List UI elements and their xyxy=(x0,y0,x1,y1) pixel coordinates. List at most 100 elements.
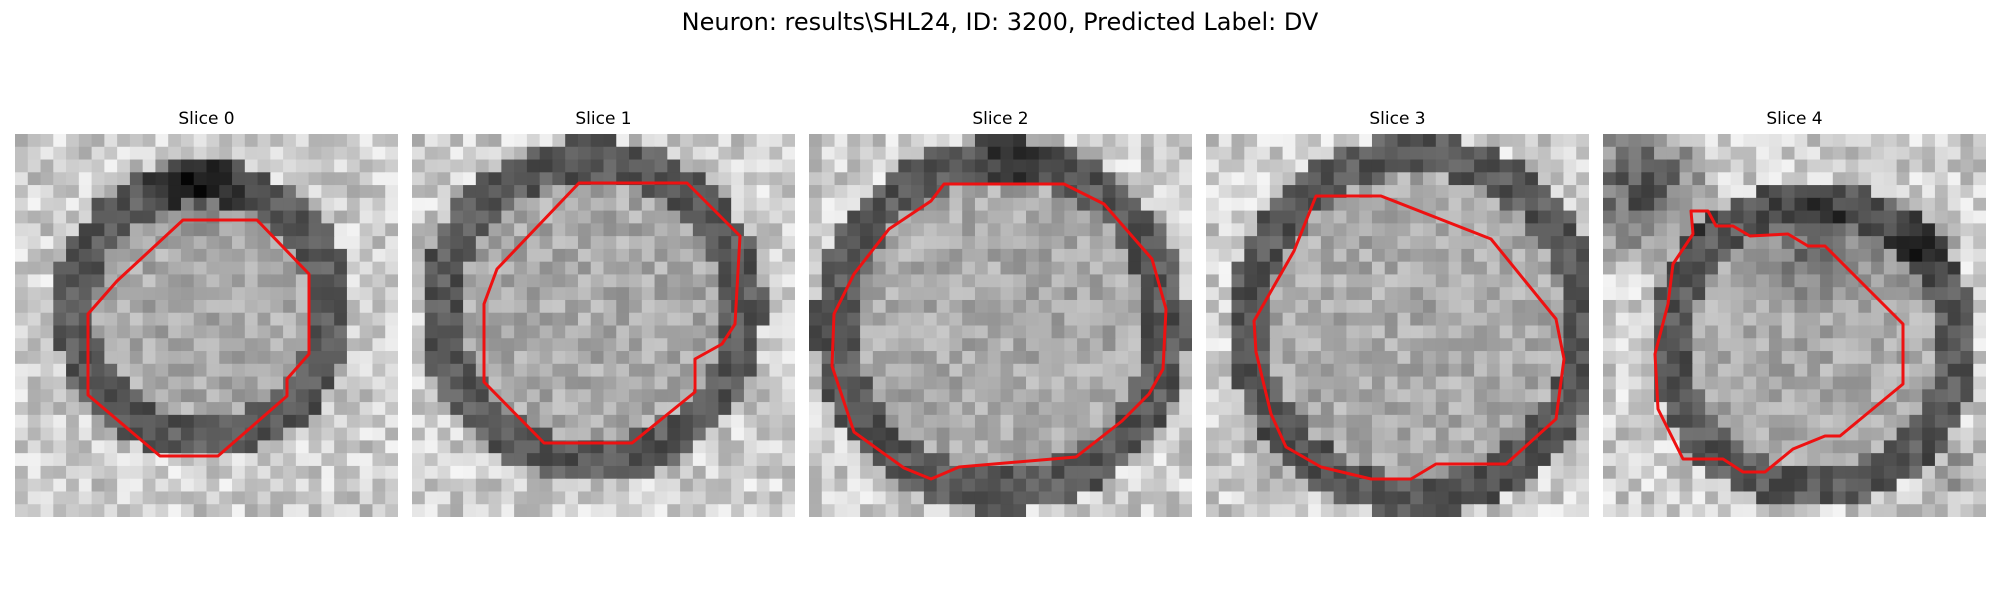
pixel xyxy=(1934,261,1949,276)
pixel xyxy=(334,427,348,441)
pixel xyxy=(1858,210,1872,224)
pixel xyxy=(1206,274,1220,288)
pixel xyxy=(1628,236,1642,250)
pixel xyxy=(743,389,758,403)
pixel xyxy=(526,274,541,288)
pixel xyxy=(501,299,515,314)
pixel xyxy=(1934,172,1949,186)
pixel xyxy=(1461,338,1475,352)
pixel xyxy=(1576,159,1589,173)
pixel xyxy=(1218,134,1233,148)
pixel xyxy=(1947,312,1962,327)
pixel xyxy=(1934,287,1949,301)
pixel xyxy=(1051,312,1065,327)
pixel xyxy=(359,478,374,493)
pixel xyxy=(1346,134,1360,148)
pixel xyxy=(1474,287,1488,301)
pixel xyxy=(244,248,259,263)
pixel xyxy=(1947,172,1962,186)
pixel xyxy=(616,185,630,199)
pixel xyxy=(1576,146,1589,161)
pixel xyxy=(232,312,246,327)
pixel xyxy=(1371,197,1386,212)
pixel xyxy=(1871,427,1885,441)
pixel xyxy=(692,453,707,467)
pixel xyxy=(129,363,144,378)
pixel xyxy=(756,351,771,365)
pixel xyxy=(1026,351,1040,365)
pixel xyxy=(1115,248,1129,263)
pixel xyxy=(27,427,42,441)
pixel xyxy=(1474,427,1488,441)
pixel xyxy=(898,325,912,339)
pixel xyxy=(847,236,861,250)
pixel xyxy=(1257,440,1271,454)
pixel xyxy=(1089,146,1104,161)
pixel xyxy=(1512,338,1526,352)
pixel xyxy=(475,236,490,250)
pixel xyxy=(847,210,861,224)
pixel xyxy=(40,465,54,480)
pixel xyxy=(1308,504,1322,517)
pixel xyxy=(232,363,246,378)
pixel xyxy=(962,376,976,390)
pixel xyxy=(1166,427,1180,441)
pixel xyxy=(1922,491,1936,505)
pixel xyxy=(1026,465,1040,480)
pixel xyxy=(463,363,477,378)
pixel xyxy=(847,351,861,365)
pixel xyxy=(501,465,515,480)
pixel xyxy=(1666,197,1681,212)
pixel xyxy=(424,453,439,467)
pixel xyxy=(1166,248,1180,263)
pixel xyxy=(1768,146,1783,161)
pixel xyxy=(206,159,220,173)
pixel xyxy=(1295,261,1309,276)
pixel xyxy=(731,504,745,517)
pixel xyxy=(1883,414,1898,429)
pixel xyxy=(1102,146,1116,161)
pixel xyxy=(834,159,848,173)
pixel xyxy=(1102,236,1116,250)
pixel xyxy=(1525,338,1539,352)
pixel xyxy=(1832,223,1847,237)
pixel xyxy=(283,440,297,454)
pixel xyxy=(1000,185,1014,199)
pixel xyxy=(1654,223,1668,237)
pixel xyxy=(1679,159,1693,173)
pixel xyxy=(629,197,643,212)
pixel xyxy=(821,287,836,301)
pixel xyxy=(1960,491,1974,505)
pixel xyxy=(860,210,874,224)
pixel xyxy=(936,197,951,212)
pixel xyxy=(1679,261,1693,276)
pixel xyxy=(1461,363,1475,378)
pixel xyxy=(974,376,989,390)
pixel xyxy=(1218,440,1233,454)
pixel xyxy=(1499,312,1513,327)
pixel xyxy=(1896,414,1910,429)
pixel xyxy=(616,414,630,429)
pixel xyxy=(437,389,451,403)
pixel xyxy=(1794,491,1808,505)
pixel xyxy=(1641,363,1655,378)
pixel xyxy=(1269,351,1284,365)
pixel xyxy=(603,248,617,263)
pixel xyxy=(898,159,912,173)
pixel xyxy=(1038,427,1053,441)
pixel xyxy=(1384,363,1399,378)
pixel xyxy=(1448,159,1462,173)
pixel xyxy=(1973,146,1986,161)
pixel xyxy=(1000,325,1014,339)
pixel xyxy=(552,274,566,288)
pixel xyxy=(1947,465,1962,480)
pixel xyxy=(1179,465,1192,480)
pixel xyxy=(872,287,887,301)
pixel xyxy=(1628,351,1642,365)
pixel xyxy=(424,210,439,224)
pixel xyxy=(565,223,579,237)
pixel xyxy=(1231,223,1245,237)
pixel xyxy=(257,274,271,288)
pixel xyxy=(834,504,848,517)
pixel xyxy=(680,134,694,148)
